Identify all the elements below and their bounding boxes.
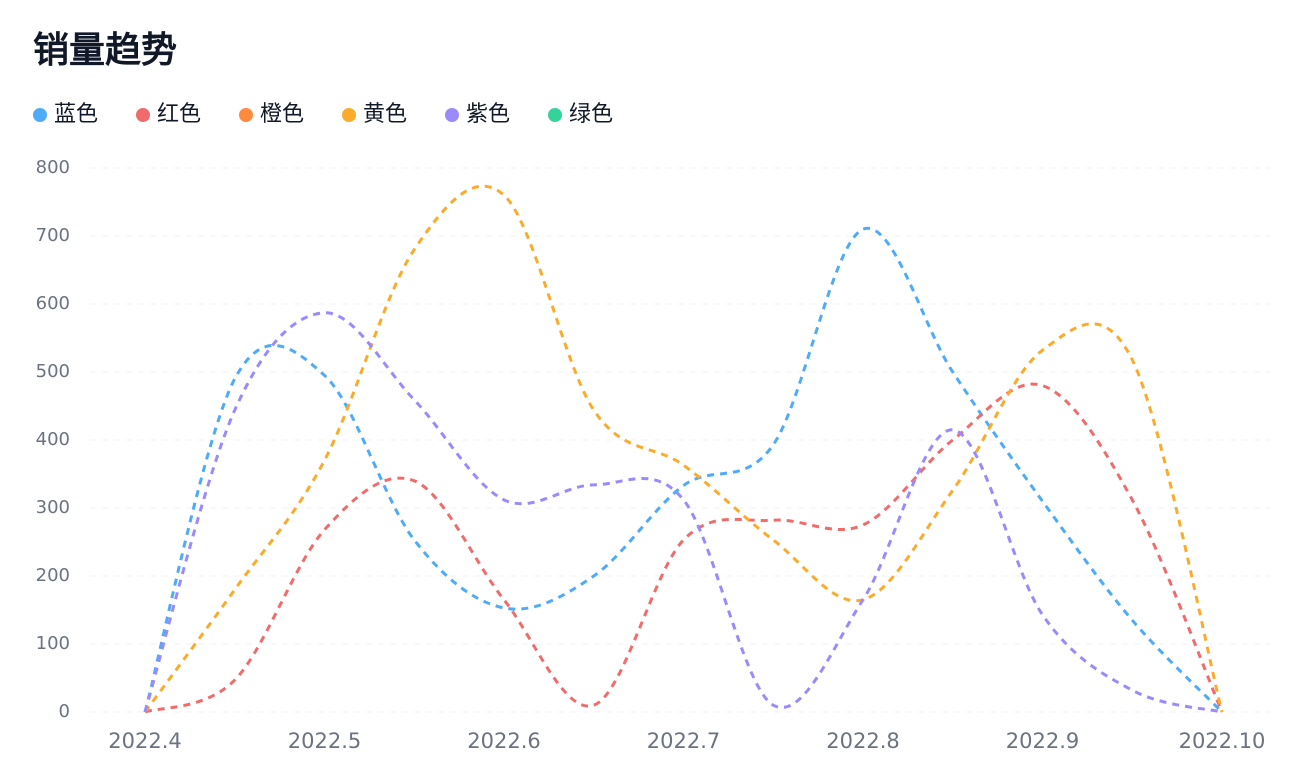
y-tick-label: 0 bbox=[59, 701, 70, 722]
legend-label: 橙色 bbox=[260, 102, 304, 127]
y-tick-label: 100 bbox=[36, 633, 70, 654]
x-tick-label: 2022.9 bbox=[1006, 729, 1079, 753]
x-tick-label: 2022.4 bbox=[108, 729, 181, 753]
x-tick-label: 2022.5 bbox=[288, 729, 361, 753]
legend-swatch bbox=[33, 108, 47, 122]
x-tick-label: 2022.8 bbox=[826, 729, 899, 753]
y-tick-label: 400 bbox=[36, 429, 70, 450]
x-tick-label: 2022.6 bbox=[467, 729, 540, 753]
x-tick-label: 2022.10 bbox=[1179, 729, 1266, 753]
legend-swatch bbox=[239, 108, 253, 122]
chart-title: 销量趋势 bbox=[33, 30, 177, 71]
line bbox=[143, 226, 1224, 714]
line bbox=[143, 311, 1223, 714]
x-tick-label: 2022.7 bbox=[647, 729, 720, 753]
legend-label: 紫色 bbox=[466, 102, 510, 127]
line bbox=[143, 184, 1224, 713]
legend-swatch bbox=[136, 108, 150, 122]
legend-label: 黄色 bbox=[363, 102, 407, 127]
legend-label: 红色 bbox=[157, 102, 201, 127]
y-tick-label: 700 bbox=[36, 225, 70, 246]
legend-label: 蓝色 bbox=[54, 102, 98, 127]
legend-swatch bbox=[445, 108, 459, 122]
legend-label: 绿色 bbox=[569, 102, 613, 127]
line bbox=[144, 382, 1224, 714]
y-tick-label: 300 bbox=[36, 497, 70, 518]
y-tick-label: 500 bbox=[36, 361, 70, 382]
legend-swatch bbox=[548, 108, 562, 122]
y-tick-label: 800 bbox=[36, 157, 70, 178]
y-tick-label: 600 bbox=[36, 293, 70, 314]
legend-swatch bbox=[342, 108, 356, 122]
y-tick-label: 200 bbox=[36, 565, 70, 586]
